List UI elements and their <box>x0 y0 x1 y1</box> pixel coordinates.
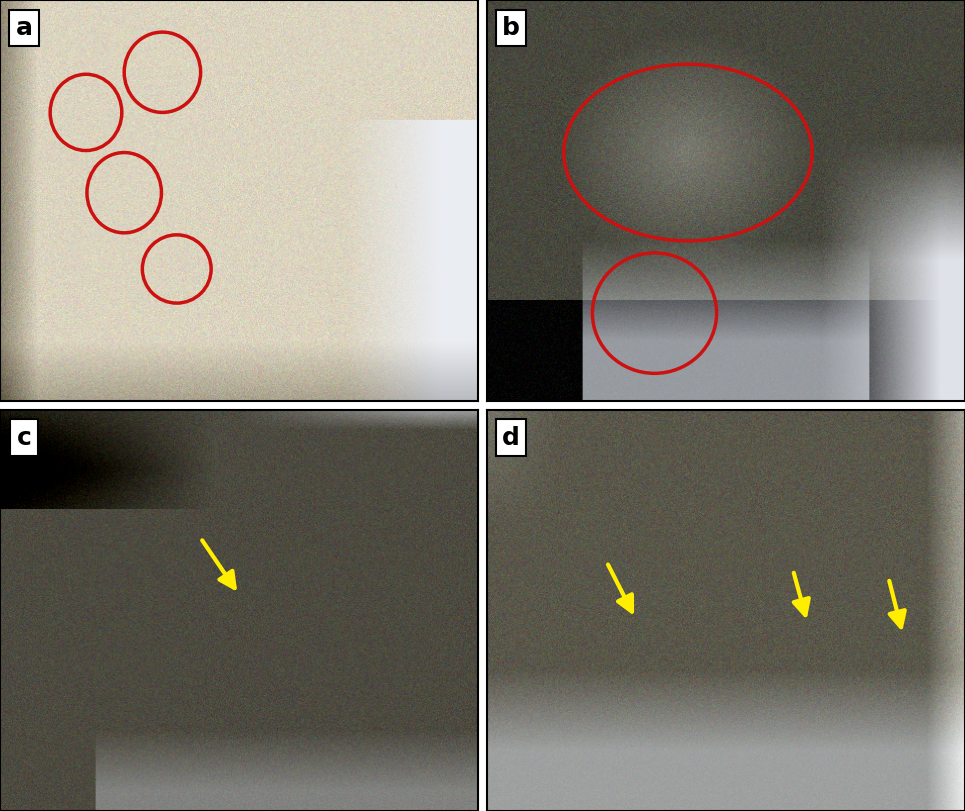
Text: b: b <box>502 16 520 40</box>
Text: d: d <box>502 426 520 449</box>
Text: c: c <box>16 426 31 449</box>
Text: a: a <box>15 16 33 40</box>
